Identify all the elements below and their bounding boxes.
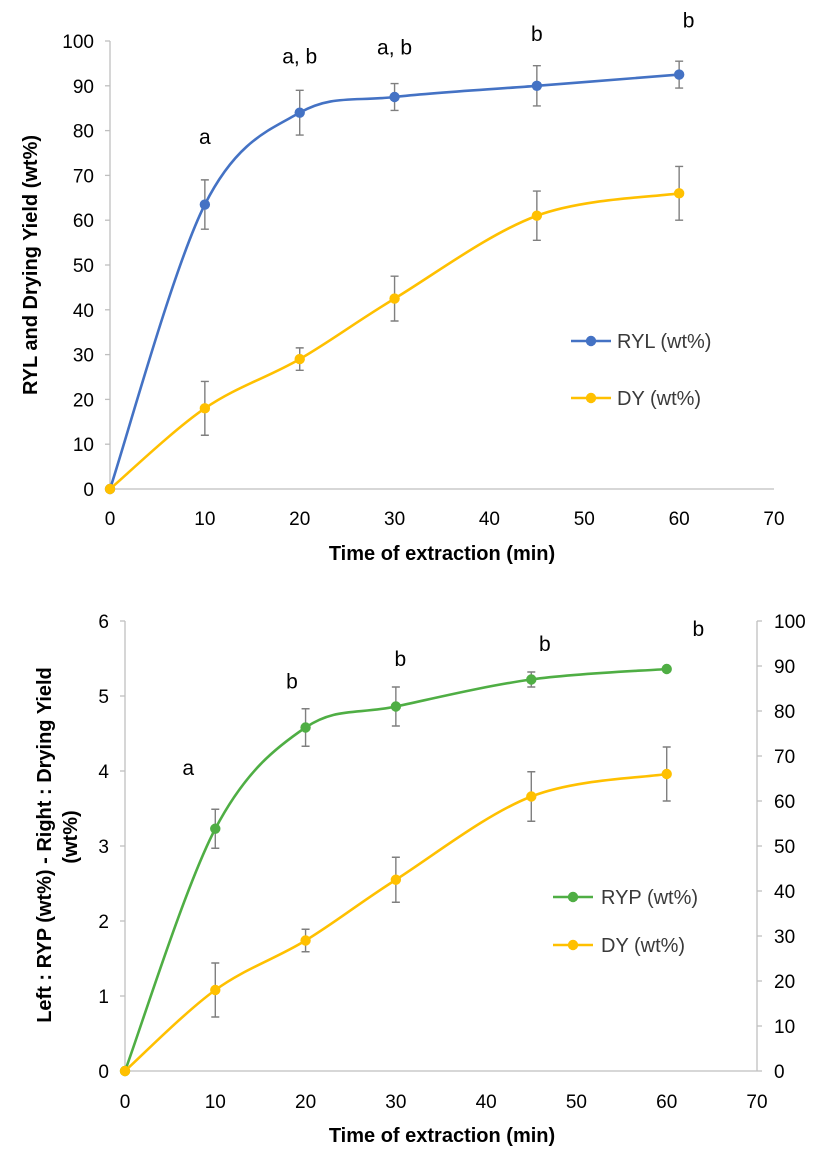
data-point bbox=[294, 107, 305, 118]
data-point bbox=[673, 69, 685, 80]
legend-label: RYL (wt%) bbox=[617, 331, 711, 353]
significance-label: b bbox=[286, 671, 298, 694]
x-axis-title: Time of extraction (min) bbox=[329, 543, 555, 565]
x-tick-label: 20 bbox=[295, 1092, 316, 1113]
data-point bbox=[390, 701, 402, 712]
y-right-tick-label: 80 bbox=[774, 702, 795, 723]
y-tick-label: 20 bbox=[73, 390, 94, 411]
legend-label: DY (wt%) bbox=[617, 388, 701, 410]
legend-label: DY (wt%) bbox=[601, 935, 685, 957]
significance-label: a bbox=[199, 126, 211, 149]
x-tick-label: 10 bbox=[194, 509, 215, 530]
series-line bbox=[109, 192, 680, 490]
y-right-tick-label: 50 bbox=[774, 837, 795, 858]
y-right-tick-label: 100 bbox=[774, 612, 806, 633]
y-right-tick-label: 20 bbox=[774, 972, 795, 993]
x-tick-label: 70 bbox=[763, 509, 784, 530]
significance-label: b bbox=[395, 648, 407, 671]
y-left-tick-label: 3 bbox=[98, 837, 109, 858]
y-tick-label: 30 bbox=[73, 346, 94, 367]
y-tick-label: 70 bbox=[73, 166, 94, 187]
y-left-tick-label: 1 bbox=[98, 987, 109, 1008]
significance-label: a, b bbox=[282, 45, 317, 68]
data-point bbox=[210, 823, 221, 834]
significance-label: b bbox=[531, 23, 543, 46]
x-tick-label: 20 bbox=[289, 509, 310, 530]
data-point bbox=[104, 483, 116, 495]
y-left-tick-label: 0 bbox=[98, 1062, 109, 1083]
y-left-tick-label: 5 bbox=[98, 687, 109, 708]
y-tick-label: 40 bbox=[73, 301, 94, 322]
data-point bbox=[661, 768, 672, 780]
data-point bbox=[531, 80, 543, 92]
series-line bbox=[108, 73, 680, 490]
legend-label: RYP (wt%) bbox=[601, 887, 698, 909]
y-tick-label: 90 bbox=[73, 77, 94, 98]
y-tick-label: 80 bbox=[73, 122, 94, 143]
significance-label: b bbox=[539, 633, 551, 656]
data-point bbox=[390, 874, 402, 885]
x-tick-label: 30 bbox=[384, 509, 405, 530]
x-tick-label: 60 bbox=[656, 1092, 677, 1113]
legend-swatch-marker bbox=[567, 939, 579, 951]
x-tick-label: 50 bbox=[574, 509, 595, 530]
x-axis-title: Time of extraction (min) bbox=[329, 1125, 555, 1147]
y-tick-label: 100 bbox=[62, 32, 94, 53]
significance-label: a bbox=[182, 757, 194, 780]
y-right-tick-label: 0 bbox=[774, 1062, 785, 1083]
y-right-tick-label: 70 bbox=[774, 747, 795, 768]
x-tick-label: 10 bbox=[205, 1092, 226, 1113]
legend-swatch-marker bbox=[585, 392, 597, 404]
data-point bbox=[389, 91, 400, 103]
data-point bbox=[199, 199, 211, 210]
y-tick-label: 10 bbox=[73, 435, 94, 456]
y-right-tick-label: 10 bbox=[774, 1017, 795, 1038]
series-line bbox=[123, 667, 667, 1072]
data-point bbox=[531, 210, 543, 221]
x-tick-label: 70 bbox=[746, 1092, 767, 1113]
data-point bbox=[119, 1065, 131, 1077]
y-axis-title-line1: Left : RYP (wt%) - Right : Drying Yield bbox=[34, 667, 56, 1023]
significance-label: b bbox=[683, 10, 695, 33]
significance-label: b bbox=[692, 618, 704, 641]
data-point bbox=[526, 674, 537, 685]
series-line bbox=[124, 772, 667, 1072]
x-tick-label: 40 bbox=[479, 509, 500, 530]
y-axis-title: RYL and Drying Yield (wt%) bbox=[20, 135, 42, 395]
data-point bbox=[199, 403, 211, 414]
legend-swatch-marker bbox=[567, 891, 579, 903]
y-tick-label: 50 bbox=[73, 256, 94, 277]
data-point bbox=[300, 722, 311, 733]
x-tick-label: 30 bbox=[385, 1092, 406, 1113]
chart-ryl-dy: 0 10 20 30 40 50 60 70 80 90 100 0 10 20 30 40 50 60 70 Tim… bbox=[20, 10, 785, 565]
y-tick-label: 0 bbox=[83, 480, 94, 501]
data-point bbox=[526, 791, 537, 802]
data-point bbox=[389, 293, 400, 304]
data-point bbox=[294, 353, 305, 365]
y-tick-label: 60 bbox=[73, 211, 94, 232]
data-point bbox=[673, 188, 685, 199]
significance-label: a, b bbox=[377, 36, 412, 59]
data-point bbox=[300, 935, 311, 946]
y-axis-title-line2: (wt%) bbox=[60, 810, 82, 863]
data-point bbox=[661, 663, 672, 675]
x-tick-label: 0 bbox=[105, 509, 116, 530]
y-left-tick-label: 4 bbox=[98, 762, 109, 783]
x-tick-label: 0 bbox=[120, 1092, 131, 1113]
y-right-tick-label: 90 bbox=[774, 657, 795, 678]
y-right-tick-label: 60 bbox=[774, 792, 795, 813]
y-left-tick-label: 6 bbox=[98, 612, 109, 633]
x-tick-label: 40 bbox=[476, 1092, 497, 1113]
legend-swatch-marker bbox=[585, 335, 597, 347]
y-left-tick-label: 2 bbox=[98, 912, 109, 933]
data-point bbox=[210, 984, 221, 996]
x-tick-label: 60 bbox=[669, 509, 690, 530]
y-right-tick-label: 40 bbox=[774, 882, 795, 903]
y-right-tick-label: 30 bbox=[774, 927, 795, 948]
x-tick-label: 50 bbox=[566, 1092, 587, 1113]
